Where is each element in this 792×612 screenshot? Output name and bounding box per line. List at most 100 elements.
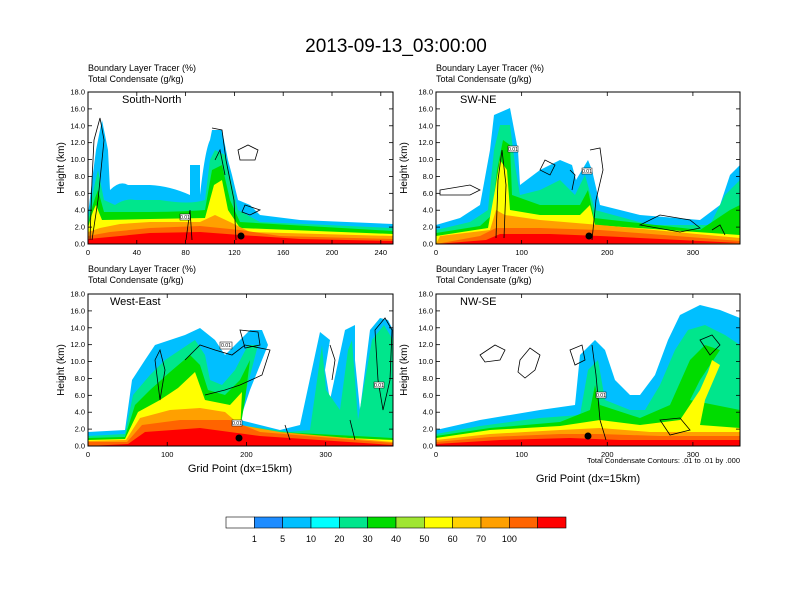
- colorbar-label: 100: [502, 534, 517, 544]
- y-tick-label: 12.0: [418, 340, 433, 349]
- y-axis-label: Height (km): [56, 142, 67, 194]
- y-ticks: 0.0 2.0 4.0 6.0 8.0 10.0 12.0 14.0 16.0 18.0: [70, 290, 393, 451]
- colorbar-swatch: [424, 516, 453, 529]
- colorbar-label: 30: [363, 534, 373, 544]
- contour-label: 0.01: [596, 393, 606, 399]
- panel-west-east: Boundary Layer Tracer (%) Total Condensa…: [56, 264, 394, 475]
- location-dot: [235, 434, 243, 442]
- y-tick-label: 4.0: [423, 408, 433, 417]
- panel-line1: Boundary Layer Tracer (%): [436, 264, 544, 274]
- contour-label: 0.01: [180, 215, 190, 221]
- y-tick-label: 2.0: [423, 425, 433, 434]
- contour-label: 0.01: [221, 343, 231, 349]
- y-ticks: 0.0 2.0 4.0 6.0 8.0 10.0 12.0 14.0 16.0 18.0: [418, 290, 740, 451]
- y-tick-label: 18.0: [70, 290, 85, 299]
- y-ticks: 0.0 2.0 4.0 6.0 8.0 10.0 12.0 14.0 16.0 18.0: [70, 88, 393, 249]
- y-tick-label: 10.0: [418, 155, 433, 164]
- panel-label: South-North: [122, 94, 181, 106]
- x-tick-label: 200: [326, 248, 339, 257]
- x-ticks: 0 100 200 300: [434, 92, 699, 257]
- plot-area: [88, 117, 393, 244]
- y-tick-label: 4.0: [423, 206, 433, 215]
- x-tick-label: 100: [515, 450, 528, 459]
- panel-line1: Boundary Layer Tracer (%): [436, 63, 544, 73]
- colorbar-swatch: [339, 516, 368, 529]
- colorbar-label: 40: [391, 534, 401, 544]
- x-tick-label: 0: [434, 450, 438, 459]
- panel-label: NW-SE: [460, 296, 496, 308]
- y-tick-label: 16.0: [70, 104, 85, 113]
- colorbar-swatch: [310, 516, 340, 529]
- plot-frame: [435, 91, 741, 245]
- x-axis-label: Grid Point (dx=15km): [188, 463, 292, 475]
- figure-title: 2013-09-13_03:00:00: [305, 36, 487, 57]
- plot-frame: [87, 293, 394, 447]
- location-dot: [237, 232, 245, 240]
- panel-line1: Boundary Layer Tracer (%): [88, 264, 196, 274]
- x-tick-label: 100: [515, 248, 528, 257]
- y-tick-label: 18.0: [418, 290, 433, 299]
- panel-line1: Boundary Layer Tracer (%): [88, 63, 196, 73]
- x-axis-label: Grid Point (dx=15km): [536, 473, 640, 485]
- y-tick-label: 2.0: [423, 223, 433, 232]
- colorbar-swatch: [254, 516, 283, 529]
- colorbar-swatch: [282, 516, 312, 529]
- y-tick-label: 8.0: [75, 374, 85, 383]
- x-tick-label: 80: [181, 248, 189, 257]
- plot-frame: [435, 293, 741, 447]
- panel-line2: Total Condensate (g/kg): [88, 275, 184, 285]
- y-tick-label: 0.0: [75, 442, 85, 451]
- y-tick-label: 8.0: [423, 172, 433, 181]
- x-tick-label: 240: [375, 248, 388, 257]
- colorbar-label: 50: [419, 534, 429, 544]
- colorbar-swatch: [225, 516, 255, 529]
- y-tick-label: 4.0: [75, 408, 85, 417]
- x-ticks: 0 100 200 300: [434, 294, 699, 459]
- panel-sw-ne: Boundary Layer Tracer (%) Total Condensa…: [399, 63, 741, 257]
- contour-note: Total Condensate Contours: .01 to .01 by…: [587, 456, 740, 465]
- x-tick-label: 200: [601, 248, 614, 257]
- plot-area: [436, 108, 740, 244]
- y-tick-label: 0.0: [75, 240, 85, 249]
- x-tick-label: 200: [601, 450, 614, 459]
- y-tick-label: 0.0: [423, 240, 433, 249]
- y-tick-label: 12.0: [418, 138, 433, 147]
- contour-label: 0.01: [374, 383, 384, 389]
- colorbar-swatch: [509, 516, 538, 529]
- y-tick-label: 6.0: [75, 189, 85, 198]
- x-tick-label: 300: [687, 248, 700, 257]
- y-tick-label: 14.0: [418, 121, 433, 130]
- colorbar-label: 5: [280, 534, 285, 544]
- contour-label: 0.01: [582, 169, 592, 175]
- colorbar-label: 60: [448, 534, 458, 544]
- y-tick-label: 0.0: [423, 442, 433, 451]
- location-dot: [584, 432, 592, 440]
- panel-label: SW-NE: [460, 94, 496, 106]
- colorbar-swatch: [367, 516, 397, 529]
- contour-label: 0.01: [508, 147, 518, 153]
- colorbar-label: 1: [252, 534, 257, 544]
- location-dot: [585, 232, 593, 240]
- x-tick-label: 0: [434, 248, 438, 257]
- colorbar-swatch: [537, 516, 567, 529]
- colorbar-label: 70: [476, 534, 486, 544]
- y-tick-label: 16.0: [70, 306, 85, 315]
- plot-frame: [87, 91, 394, 245]
- y-tick-label: 2.0: [75, 425, 85, 434]
- y-tick-label: 6.0: [423, 391, 433, 400]
- y-tick-label: 6.0: [423, 189, 433, 198]
- contour-label: 0.01: [232, 421, 242, 427]
- y-tick-label: 8.0: [75, 172, 85, 181]
- x-tick-label: 40: [133, 248, 141, 257]
- y-tick-label: 10.0: [70, 155, 85, 164]
- colorbar-swatch: [395, 516, 425, 529]
- colorbar: 1 5 10 20 30 40 50 60 70 100: [225, 516, 567, 544]
- y-tick-label: 2.0: [75, 223, 85, 232]
- y-tick-label: 10.0: [418, 357, 433, 366]
- y-axis-label: Height (km): [399, 344, 410, 396]
- panel-nw-se: Boundary Layer Tracer (%) Total Condensa…: [399, 264, 741, 485]
- panel-label: West-East: [110, 296, 161, 308]
- plot-area: [436, 305, 740, 446]
- panel-line2: Total Condensate (g/kg): [88, 74, 184, 84]
- plot-area: [88, 317, 393, 446]
